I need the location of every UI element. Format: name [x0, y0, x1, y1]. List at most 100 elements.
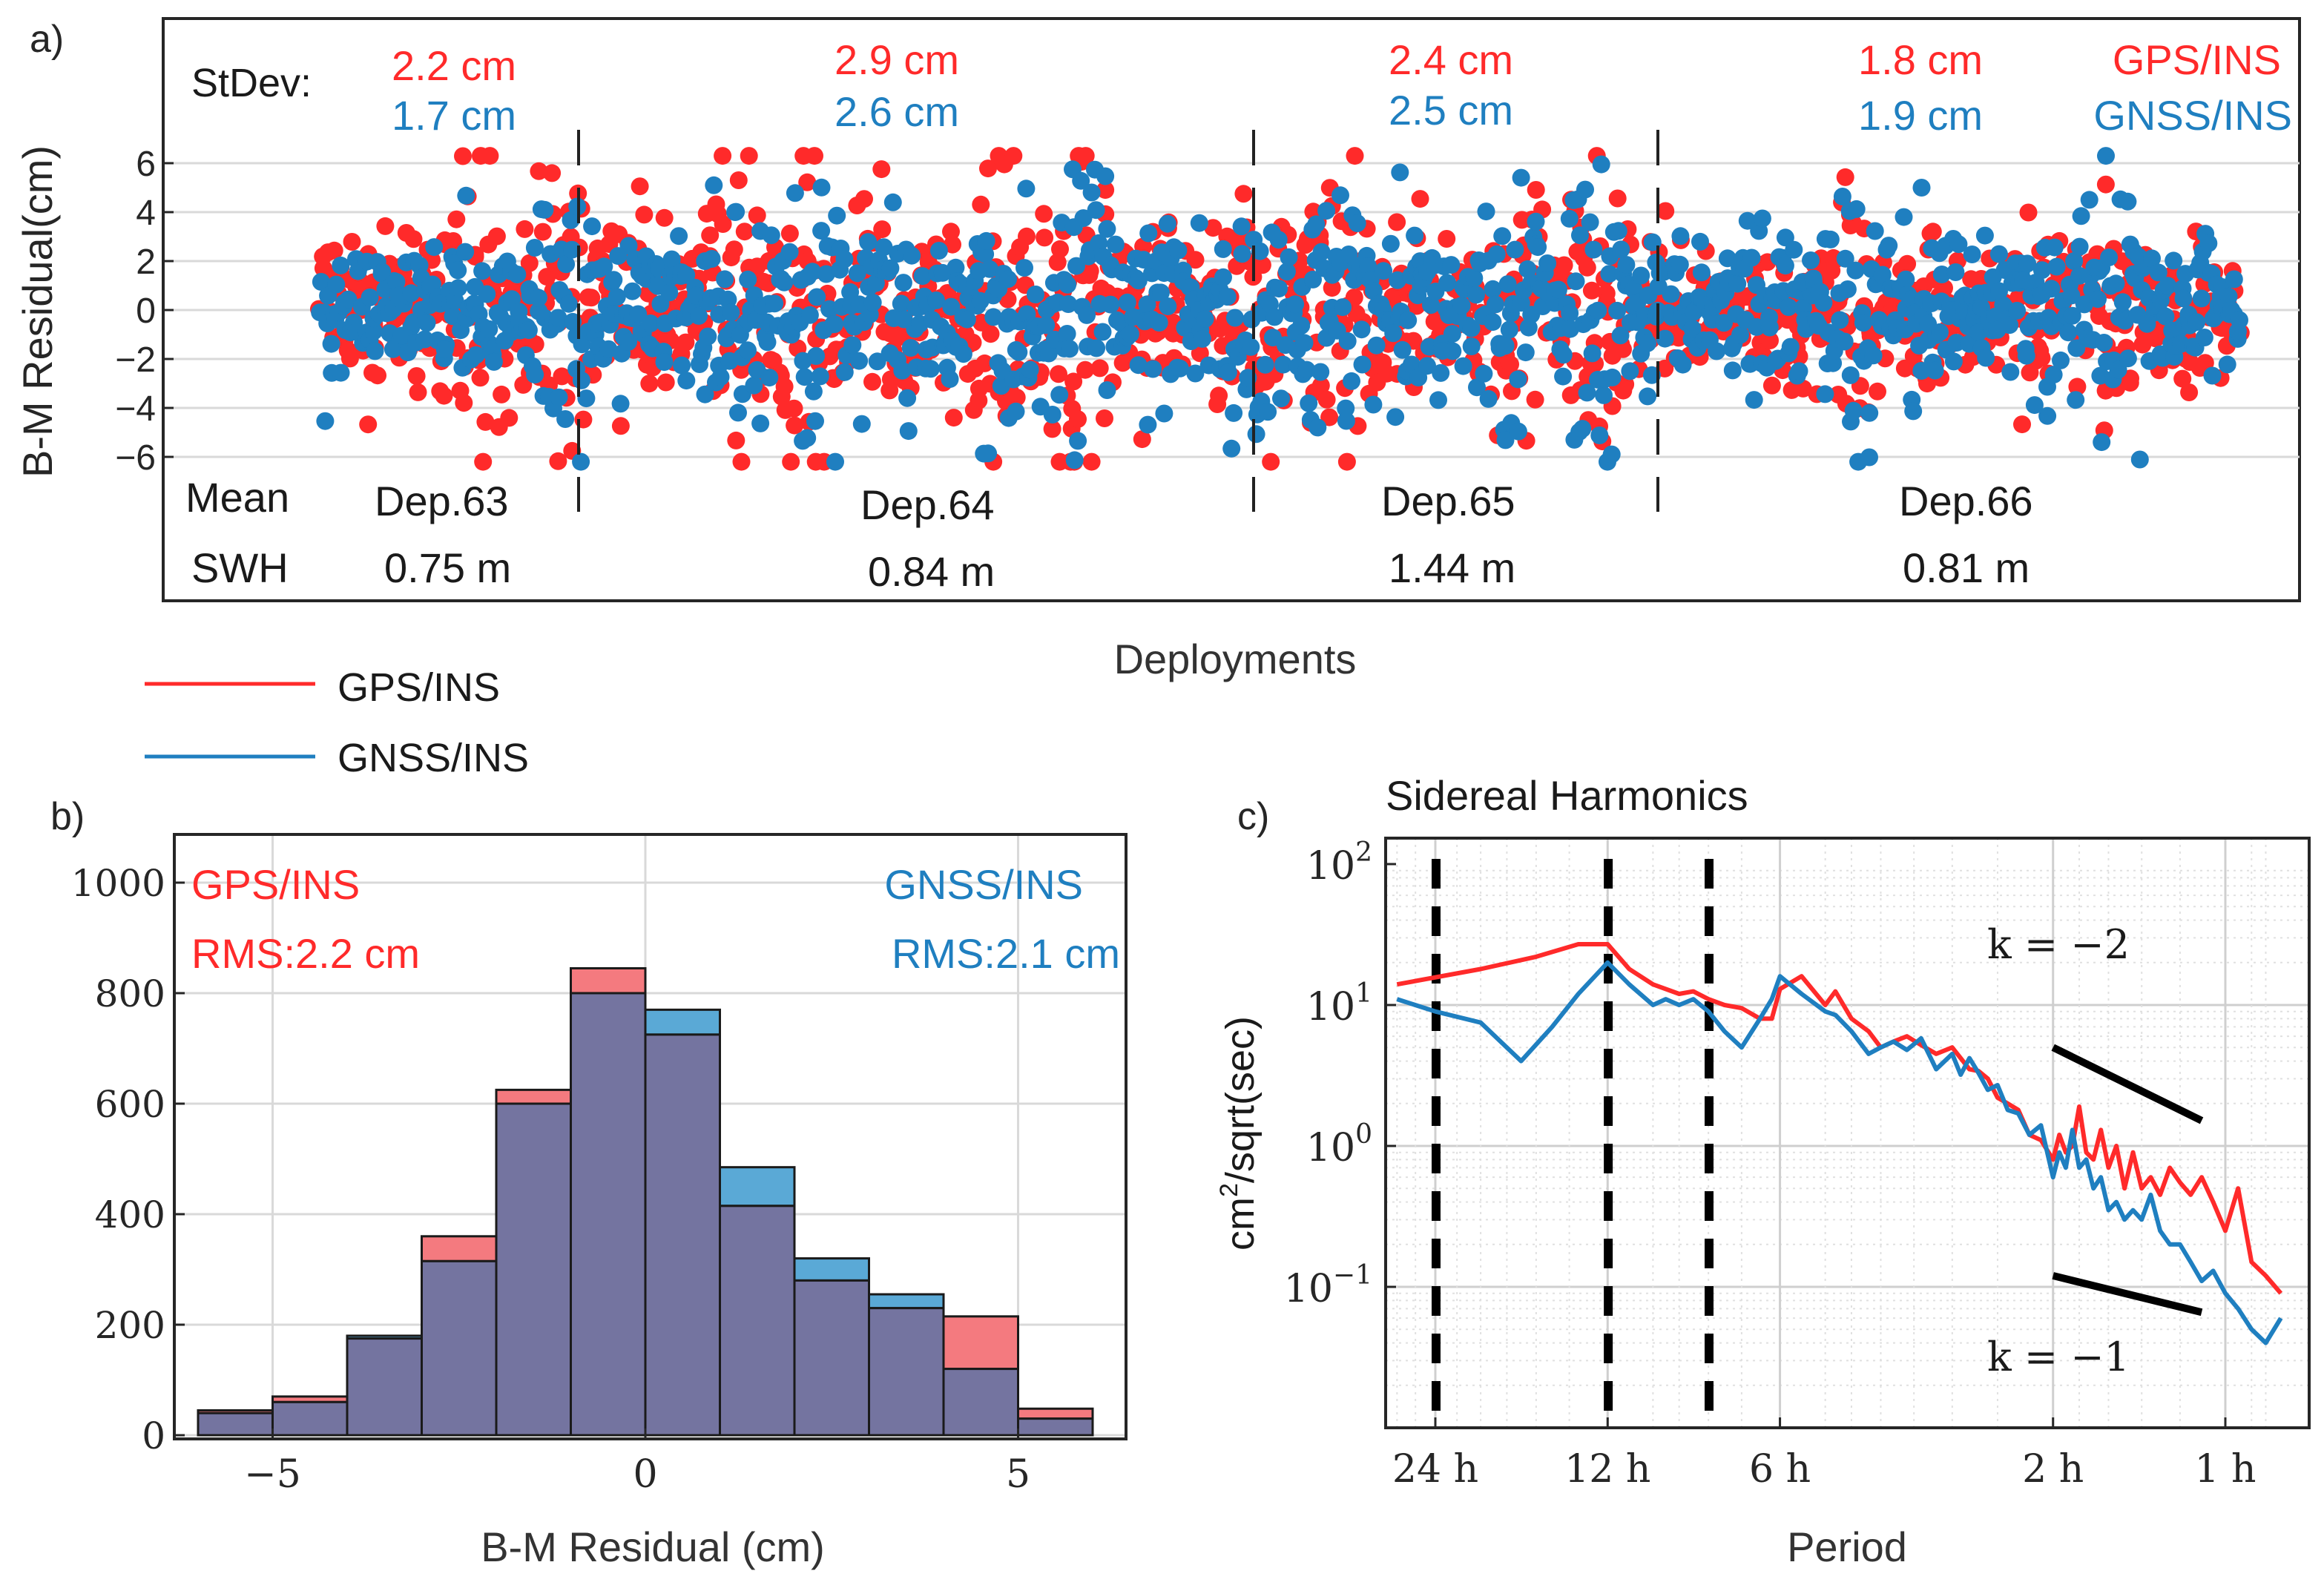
gnss-point	[1662, 285, 1680, 303]
gnss-point	[1129, 271, 1148, 290]
stdev-label: StDev:	[191, 61, 312, 105]
gnss-point	[954, 345, 972, 363]
gnss-point	[1059, 295, 1078, 313]
gnss-point	[868, 352, 886, 371]
gps-point	[970, 392, 988, 409]
gps-point	[1323, 279, 1341, 297]
panel-b-xtick-label: 5	[1006, 1452, 1030, 1497]
gnss-point	[1150, 314, 1168, 332]
gnss-point	[739, 270, 757, 289]
gnss-point	[2174, 289, 2193, 308]
gnss-point	[629, 305, 648, 323]
gps-point	[340, 349, 359, 368]
gnss-point	[947, 258, 965, 277]
gps-point	[1076, 147, 1095, 165]
gnss-point	[1780, 298, 1798, 316]
gnss-point	[1334, 298, 1352, 317]
gnss-point	[958, 310, 976, 329]
gnss-point	[1432, 363, 1450, 382]
gnss-point	[1493, 227, 1512, 246]
swh-label: SWH	[191, 544, 289, 591]
gnss-point	[1225, 403, 1243, 422]
gnss-point	[1438, 274, 1457, 292]
gps-point	[2068, 378, 2087, 396]
dep65-swh: 1.44 m	[1389, 544, 1515, 591]
gnss-point	[1529, 238, 1547, 257]
gnss-point	[1600, 265, 1619, 283]
gnss-point	[1467, 286, 1485, 304]
gnss-point	[1496, 431, 1515, 449]
gnss-point	[1247, 425, 1265, 444]
gnss-point	[798, 429, 817, 447]
gnss-point	[595, 257, 613, 276]
gnss-point	[1219, 363, 1237, 381]
gnss-point	[941, 370, 959, 389]
panel-c-gridlines	[1386, 838, 2309, 1429]
gnss-point	[1422, 296, 1440, 314]
slope-label: k = −1	[1987, 1334, 2130, 1380]
gnss-point	[2149, 263, 2167, 282]
gnss-point	[1389, 271, 1406, 289]
gnss-point	[913, 267, 932, 286]
gnss-point	[2192, 289, 2211, 308]
gnss-point	[1098, 220, 1116, 238]
panel-c-xtick-label: 1 h	[2194, 1447, 2256, 1492]
gnss-point	[2032, 261, 2051, 280]
gps-point	[975, 354, 994, 372]
gps-point	[1064, 372, 1083, 391]
gnss-point	[826, 452, 844, 471]
gnss-point	[1990, 282, 2008, 300]
gnss-point	[1090, 234, 1108, 252]
gnss-point	[1583, 344, 1602, 363]
gps-point	[533, 223, 552, 241]
gnss-point	[690, 306, 708, 325]
gnss-point	[1280, 248, 1298, 266]
overlap-bar	[570, 992, 647, 1437]
gnss-point	[1617, 256, 1636, 274]
gnss-point	[1050, 386, 1069, 404]
gnss-point	[705, 176, 723, 194]
gnss-point	[1218, 288, 1237, 306]
dep63-swh: 0.75 m	[384, 544, 511, 591]
gnss-point	[786, 184, 804, 202]
gnss-point	[1348, 214, 1366, 232]
gnss-point	[415, 330, 434, 349]
gnss-point	[2107, 274, 2125, 293]
gnss-point	[1554, 367, 1573, 386]
gps-point	[1133, 430, 1151, 449]
panel-a-legend-gps: GPS/INS	[2113, 36, 2281, 83]
panel-c-ytick-label: 101	[1306, 978, 1372, 1029]
gnss-point	[559, 294, 578, 313]
gnss-point	[473, 262, 492, 280]
panel-b-bars	[197, 966, 1094, 1437]
gnss-point	[563, 240, 581, 259]
overlap-bar	[868, 1307, 945, 1437]
gnss-point	[1106, 235, 1125, 254]
dep63-std-gnss: 1.7 cm	[392, 92, 516, 139]
gnss-point	[1138, 295, 1156, 314]
gps-point	[944, 235, 961, 254]
gps-point	[500, 409, 519, 427]
gps-point	[1346, 147, 1364, 165]
gnss-point	[811, 367, 829, 386]
gps-point	[1923, 223, 1942, 241]
gnss-point	[2017, 346, 2035, 365]
gps-point	[873, 220, 892, 239]
gnss-point	[1833, 188, 1851, 205]
gnss-point	[655, 353, 674, 372]
gnss-point	[529, 289, 547, 307]
panel-a-ytick-label: 4	[136, 194, 156, 233]
gnss-point	[1573, 420, 1592, 438]
gnss-point	[1738, 211, 1757, 230]
panel-a-ytick-label: −4	[115, 389, 156, 429]
gps-point	[1036, 228, 1054, 247]
gnss-point	[1592, 155, 1610, 174]
gnss-point	[1731, 326, 1749, 344]
panel-b-frame-border	[173, 833, 1128, 1440]
gnss-point	[1847, 200, 1866, 218]
gnss-point	[361, 289, 379, 306]
gps-point	[1090, 359, 1109, 378]
gnss-point	[1595, 386, 1613, 404]
gnss-point	[1391, 163, 1409, 182]
gnss-point	[2072, 207, 2090, 225]
